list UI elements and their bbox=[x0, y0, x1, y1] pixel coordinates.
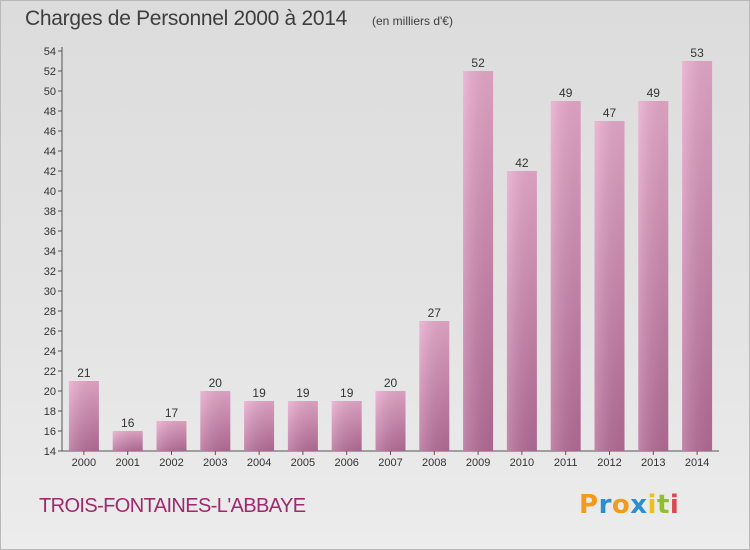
bar-shade-2003 bbox=[200, 391, 231, 451]
chart-subtitle: (en milliers d'€) bbox=[372, 14, 453, 28]
data-label: 21 bbox=[77, 366, 91, 380]
data-label: 42 bbox=[515, 156, 529, 170]
y-tick-label: 48 bbox=[44, 106, 56, 118]
data-label: 16 bbox=[121, 416, 135, 430]
bar-shade-2010 bbox=[506, 171, 537, 451]
bar-series bbox=[68, 61, 713, 451]
y-tick-label: 38 bbox=[44, 206, 56, 218]
y-tick-label: 34 bbox=[44, 246, 56, 258]
bar-shade-2002 bbox=[156, 421, 187, 451]
logo-letter: P bbox=[579, 490, 599, 520]
data-label: 52 bbox=[471, 56, 485, 70]
bar-shade-2008 bbox=[419, 321, 450, 451]
x-tick-label: 2001 bbox=[115, 457, 139, 469]
data-label: 47 bbox=[603, 106, 617, 120]
x-tick-label: 2005 bbox=[291, 457, 315, 469]
y-tick-label: 44 bbox=[44, 146, 56, 158]
y-tick-label: 46 bbox=[44, 126, 56, 138]
y-tick-label: 14 bbox=[44, 446, 56, 458]
data-label: 49 bbox=[647, 86, 661, 100]
y-tick-label: 16 bbox=[44, 426, 56, 438]
bar-shade-2009 bbox=[463, 71, 494, 451]
data-label: 20 bbox=[384, 376, 398, 390]
x-tick-label: 2004 bbox=[247, 457, 271, 469]
chart-title: Charges de Personnel 2000 à 2014 bbox=[25, 7, 347, 30]
bar-shade-2012 bbox=[594, 121, 625, 451]
x-tick-label: 2012 bbox=[597, 457, 621, 469]
x-tick-label: 2003 bbox=[203, 457, 227, 469]
x-tick-label: 2011 bbox=[554, 457, 578, 469]
logo-letter: t bbox=[656, 490, 670, 520]
logo-letter: x bbox=[630, 490, 648, 520]
x-tick-label: 2000 bbox=[72, 457, 96, 469]
y-tick-label: 20 bbox=[44, 386, 56, 398]
x-tick-label: 2013 bbox=[641, 457, 665, 469]
x-tick-label: 2008 bbox=[422, 457, 446, 469]
data-label: 49 bbox=[559, 86, 573, 100]
commune-name: TROIS-FONTAINES-L'ABBAYE bbox=[39, 495, 306, 517]
bar-shade-2001 bbox=[112, 431, 143, 451]
bar-shade-2006 bbox=[331, 401, 362, 451]
logo-letter: i bbox=[647, 490, 657, 520]
y-tick-label: 30 bbox=[44, 286, 56, 298]
bar-shade-2004 bbox=[244, 401, 275, 451]
bar-shade-2000 bbox=[68, 381, 99, 451]
y-tick-label: 24 bbox=[44, 346, 56, 358]
y-tick-label: 40 bbox=[44, 186, 56, 198]
y-tick-label: 52 bbox=[44, 66, 56, 78]
y-tick-label: 26 bbox=[44, 326, 56, 338]
logo-letter: o bbox=[611, 490, 631, 520]
y-tick-label: 28 bbox=[44, 306, 56, 318]
y-axis: 14 16 18 20 22 24 26 28 30 32 34 36 38 40 42 44 46 48 50 52… bbox=[44, 46, 63, 458]
data-labels: 21 16 17 20 19 19 19 20 27 52 42 49 47 49 53 bbox=[77, 46, 704, 430]
x-tick-label: 2007 bbox=[378, 457, 402, 469]
bar-shade-2013 bbox=[638, 101, 669, 451]
proxiti-logo: Proxiti bbox=[579, 490, 679, 520]
y-tick-label: 18 bbox=[44, 406, 56, 418]
x-tick-label: 2014 bbox=[685, 457, 709, 469]
data-label: 19 bbox=[296, 386, 310, 400]
y-tick-label: 42 bbox=[44, 166, 56, 178]
logo-letter: r bbox=[598, 490, 612, 520]
data-label: 17 bbox=[165, 406, 179, 420]
x-tick-label: 2010 bbox=[510, 457, 534, 469]
bar-shade-2014 bbox=[682, 61, 713, 451]
y-tick-label: 54 bbox=[44, 46, 56, 58]
data-label: 27 bbox=[428, 306, 442, 320]
bar-shade-2005 bbox=[287, 401, 318, 451]
data-label: 19 bbox=[252, 386, 266, 400]
logo-letter: i bbox=[669, 490, 680, 520]
y-tick-label: 36 bbox=[44, 226, 56, 238]
x-tick-label: 2002 bbox=[159, 457, 183, 469]
data-label: 53 bbox=[690, 46, 704, 60]
x-tick-label: 2009 bbox=[466, 457, 490, 469]
data-label: 20 bbox=[209, 376, 223, 390]
data-label: 19 bbox=[340, 386, 354, 400]
x-tick-label: 2006 bbox=[334, 457, 358, 469]
bar-shade-2007 bbox=[375, 391, 406, 451]
x-axis: 2000 2001 2002 2003 2004 2005 2006 2007 2008 2009… bbox=[62, 450, 719, 469]
bar-shade-2011 bbox=[550, 101, 581, 451]
y-tick-label: 32 bbox=[44, 266, 56, 278]
y-tick-label: 50 bbox=[44, 86, 56, 98]
y-tick-label: 22 bbox=[44, 366, 56, 378]
